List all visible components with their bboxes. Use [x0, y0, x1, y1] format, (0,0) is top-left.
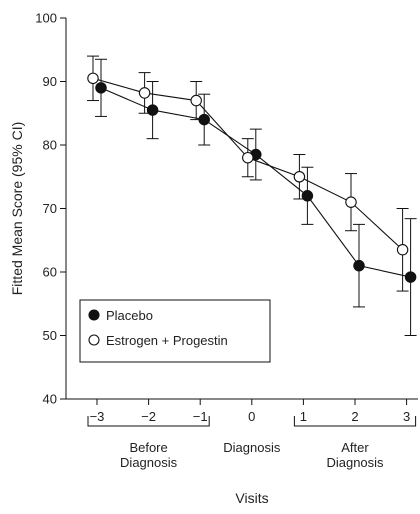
y-tick-label: 40 [43, 392, 57, 407]
group-label: Before [129, 440, 167, 455]
estrogen-progestin-point [293, 171, 306, 183]
group-label: Diagnosis [223, 440, 281, 455]
group-bracket [87, 416, 210, 427]
series-layer [87, 55, 417, 336]
y-axis-title: Fitted Mean Score (95% CI) [9, 122, 25, 296]
placebo-point [95, 82, 107, 94]
placebo-point [353, 259, 365, 272]
y-tick-label: 100 [35, 11, 57, 26]
y-tick-label: 70 [43, 201, 57, 216]
x-tick-label: 3 [403, 409, 410, 424]
placebo-point [404, 271, 417, 283]
placebo-point [301, 190, 314, 202]
legend-label: Placebo [106, 308, 153, 323]
series-line [100, 87, 411, 278]
group-label: Diagnosis [120, 455, 178, 470]
group-label: After [341, 440, 369, 455]
placebo-point [146, 104, 159, 116]
estrogen-progestin-point [345, 196, 357, 208]
estrogen-progestin-point [396, 244, 409, 256]
x-axis-title: Visits [235, 490, 268, 506]
x-tick-label: −3 [90, 409, 105, 424]
x-tick-label: −1 [193, 409, 208, 424]
y-tick-label: 60 [43, 265, 57, 280]
legend-marker-placebo [88, 309, 100, 321]
estrogen-progestin-point [87, 72, 99, 85]
estrogen-progestin-point [190, 94, 202, 107]
group-bracket [293, 416, 417, 427]
group-label: Diagnosis [326, 455, 384, 470]
y-tick-label: 90 [43, 74, 57, 89]
x-tick-label: −2 [141, 409, 156, 424]
estrogen-progestin-point [138, 87, 151, 99]
legend-marker-estrogen-progestin [88, 334, 100, 346]
x-tick-label: 0 [248, 409, 255, 424]
estrogen-progestin-point [242, 151, 254, 164]
legend-box [79, 299, 271, 363]
y-tick-label: 50 [43, 328, 57, 343]
legend: Placebo Estrogen + Progestin [79, 299, 271, 363]
x-tick-label: 1 [300, 409, 307, 424]
x-tick-label: 2 [351, 409, 358, 424]
y-tick-label: 80 [43, 138, 57, 153]
legend-label: Estrogen + Progestin [106, 333, 228, 348]
